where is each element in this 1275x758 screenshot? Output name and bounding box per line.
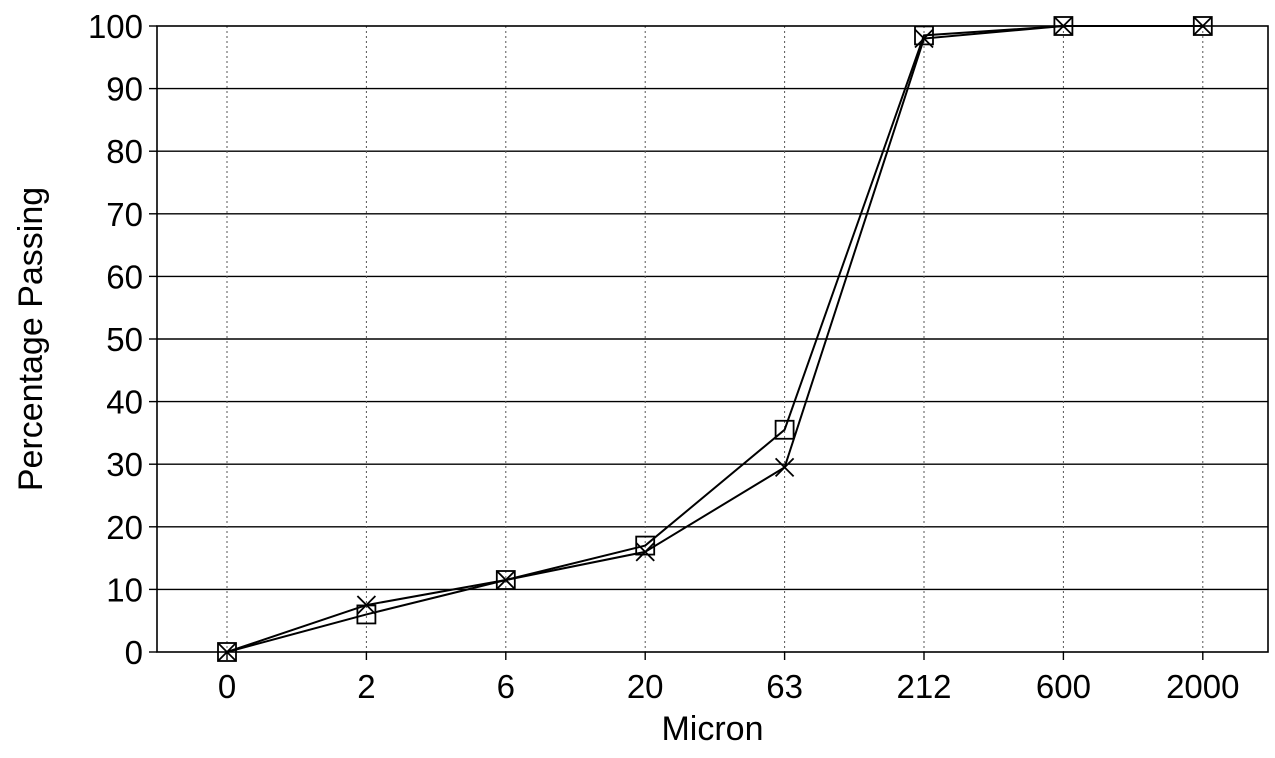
data-point-square [914,25,934,46]
x-tick-label: 6 [497,668,515,705]
y-tick-label: 60 [106,258,143,295]
y-tick-label: 0 [125,634,143,671]
x-gridlines [226,26,1204,652]
x-tick-label: 212 [896,668,951,705]
x-tick-label: 0 [218,668,236,705]
data-point-x-stroke [774,457,795,477]
x-tick-label: 2 [357,668,375,705]
y-gridlines [157,87,1268,591]
x-tick-label: 63 [766,668,803,705]
data-point-x-stroke [914,28,934,49]
data-point-x [217,642,237,662]
data-point-x-stroke [496,570,516,590]
data-point-x [635,542,655,562]
axis-ticks [149,25,1204,660]
data-point-x-stroke [356,595,377,615]
y-tick-label: 40 [106,384,143,421]
y-tick-label: 10 [106,571,143,608]
series-line [226,25,1203,653]
series-x [217,16,1213,662]
y-tick-label: 20 [106,509,143,546]
data-point-square [495,570,516,590]
data-point-x [356,595,377,615]
y-tick-label: 70 [106,196,143,233]
y-axis-title: Percentage Passing [12,187,50,491]
data-point-square [217,642,237,662]
data-point-x-stroke [635,542,655,562]
data-point-x-stroke [217,642,237,662]
x-axis-title: Micron [661,710,763,748]
x-tick-label: 20 [627,668,664,705]
data-point-x [774,457,795,477]
data-point-x [496,570,516,590]
y-tick-label: 50 [106,321,143,358]
y-axis-tick-labels: 0 10 20 30 40 50 60 70 80 90 100 [88,8,143,671]
data-point-x-stroke [1053,16,1074,36]
data-point-x-stroke [1193,16,1213,36]
data-point-square [774,419,795,440]
x-axis-tick-labels: 0 2 6 20 63 212 600 2000 [218,668,1240,705]
y-tick-label: 90 [106,71,143,108]
y-tick-label: 30 [106,446,143,483]
data-point-x [1193,16,1213,36]
series-layer [217,16,1213,662]
data-point-x [1053,16,1074,36]
y-tick-label: 100 [88,8,143,45]
data-point-x [914,28,934,49]
y-tick-label: 80 [106,133,143,170]
x-tick-label: 600 [1036,668,1091,705]
x-tick-label: 2000 [1166,668,1239,705]
